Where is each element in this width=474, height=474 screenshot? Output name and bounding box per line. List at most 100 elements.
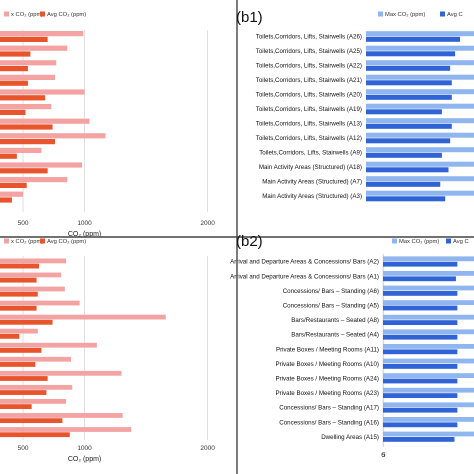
category-label: Main Activity Areas (Structured) (A7) [262, 179, 362, 186]
bar-max [0, 89, 85, 95]
category-label: Main Activity Areas (Structured) (A3) [262, 193, 362, 200]
bar-avg [366, 152, 442, 158]
category-label: Concessions/ Bars – Standing (A16) [279, 419, 379, 426]
bar-max [0, 272, 62, 278]
bar-max [0, 328, 38, 334]
x-tick-label: 2000 [200, 220, 215, 227]
bar-max [0, 258, 67, 264]
bar-avg [366, 123, 452, 129]
bar-max [0, 342, 97, 348]
bar-max [0, 162, 83, 168]
bar-avg [366, 167, 449, 173]
bar-avg [0, 139, 56, 145]
bar-max [0, 118, 90, 124]
bar-max [0, 74, 56, 80]
panel-label-b1: (b1) [236, 9, 263, 26]
bar-max [0, 356, 72, 362]
legend-swatch-max [4, 238, 9, 244]
bar-avg [0, 291, 38, 297]
bar-max [366, 190, 474, 196]
category-label: Main Activity Areas (Structured) (A18) [259, 164, 362, 171]
category-label: Toilets,Corridors, Lifts, Stairwells (A2… [256, 63, 362, 70]
bar-max [383, 285, 474, 291]
bar-avg [0, 153, 17, 159]
bar-max [383, 373, 474, 378]
bar-avg [0, 362, 36, 367]
legend-label-max: x CO₂ (ppm) [11, 239, 43, 245]
bar-max [0, 104, 52, 110]
category-label: Toilets,Corridors, Lifts, Stairwells (A9… [259, 150, 362, 157]
legend-label-avg: Avg C [447, 12, 463, 18]
bar-avg [0, 348, 42, 353]
bar-max [383, 329, 474, 335]
category-label: Concessions/ Bars – Standing (A6) [283, 288, 379, 295]
panel-label-b2: (b2) [236, 233, 263, 250]
bar-avg [366, 109, 442, 115]
bar-avg [0, 404, 32, 409]
bar-avg [366, 196, 446, 202]
bar-max [0, 191, 24, 197]
category-label: Private Boxes / Meeting Rooms (A11) [276, 346, 379, 353]
x-tick-label: 2000 [200, 445, 215, 452]
x-tick-label: 1000 [77, 220, 92, 227]
bar-avg [383, 393, 458, 398]
category-label: Toilets,Corridors, Lifts, Stairwells (A1… [256, 121, 362, 128]
category-label: Toilets,Corridors, Lifts, Stairwells (A2… [256, 77, 362, 84]
bar-max [0, 300, 80, 306]
bar-max [0, 399, 67, 404]
bar-avg [383, 261, 458, 267]
category-label: Private Boxes / Meeting Rooms (A23) [275, 390, 379, 397]
bar-avg [0, 418, 63, 424]
category-label: Toilets,Corridors, Lifts, Stairwells (A2… [256, 34, 362, 41]
legend-swatch-avg [440, 11, 445, 17]
category-label: Private Boxes / Meeting Rooms (A10) [275, 361, 379, 368]
bar-max [383, 300, 474, 305]
bar-avg [0, 319, 53, 325]
x-tick-label: 0 [381, 452, 385, 459]
bar-avg [383, 364, 458, 369]
category-label: Toilets,Corridors, Lifts, Stairwells (A2… [256, 48, 362, 55]
bar-max [366, 60, 474, 66]
bar-max [0, 413, 123, 418]
bar-avg [0, 109, 26, 115]
legend-label-max: Max CO₂ (ppm) [385, 12, 425, 18]
category-label: Bars/Restaurants – Seated (A4) [291, 332, 379, 339]
bar-avg [0, 95, 46, 101]
bar-avg [0, 333, 20, 339]
legend-label-max: Max CO₂ (ppm) [399, 239, 439, 245]
bar-avg [383, 320, 458, 325]
category-label: Arrival and Departure Areas & Concession… [230, 273, 379, 280]
bar-max [366, 147, 474, 153]
bar-max [0, 286, 65, 292]
bar-max [0, 147, 42, 153]
panel-top-right: Toilets,Corridors, Lifts, Stairwells (A2… [256, 11, 474, 202]
bar-avg [383, 291, 458, 296]
bar-avg [383, 334, 458, 340]
bar-max [366, 74, 474, 80]
legend-swatch-max [4, 11, 9, 17]
bar-avg [366, 94, 452, 100]
x-tick-label: 5 [382, 452, 386, 459]
bar-max [0, 177, 68, 183]
bar-avg [0, 263, 40, 269]
category-label: Arrival and Departure Areas & Concession… [230, 259, 379, 266]
legend-swatch-avg [40, 238, 45, 244]
x-axis-title: CO₂ (ppm) [68, 231, 101, 238]
bar-avg [366, 138, 451, 144]
category-label: Toilets,Corridors, Lifts, Stairwells (A1… [256, 106, 362, 113]
bar-max [0, 314, 166, 320]
legend-label-avg: Avg CO₂ (ppm) [47, 239, 86, 245]
bar-max [383, 314, 474, 320]
bar-avg [0, 182, 27, 188]
bar-max [383, 431, 474, 437]
bar-avg [0, 66, 28, 72]
bar-max [366, 132, 474, 138]
bar-max [383, 387, 474, 393]
bar-max [366, 31, 474, 37]
bar-avg [0, 36, 48, 42]
bar-max [366, 103, 474, 109]
bar-avg [0, 376, 48, 381]
bar-avg [366, 51, 456, 57]
bar-max [0, 45, 68, 51]
